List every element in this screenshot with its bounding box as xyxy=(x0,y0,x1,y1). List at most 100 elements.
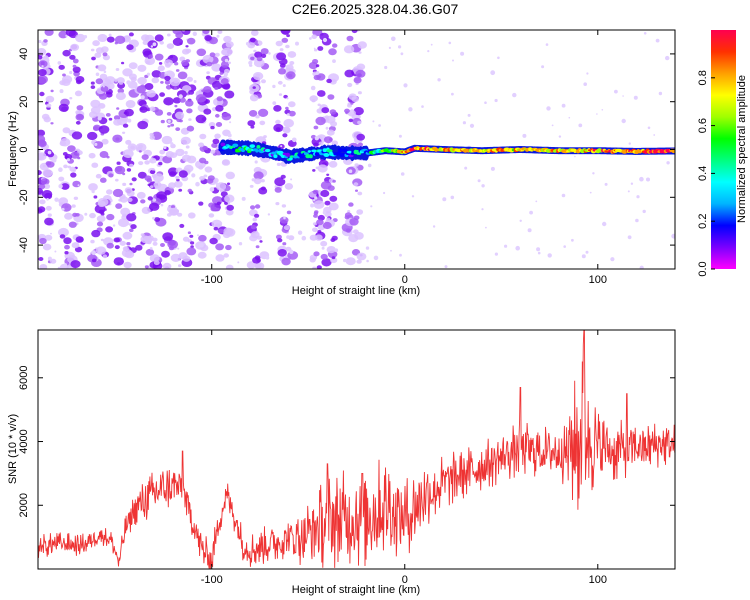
noise-blob xyxy=(211,219,223,229)
noise-speck xyxy=(229,121,232,124)
noise-blob xyxy=(65,30,76,37)
noise-blob xyxy=(178,170,188,178)
noise-blob xyxy=(126,44,134,51)
noise-speck xyxy=(58,167,63,172)
signal-point xyxy=(289,157,293,161)
noise-blob xyxy=(255,245,260,249)
y-tick-label: -20 xyxy=(18,189,30,205)
noise-blob xyxy=(172,37,183,47)
noise-speck xyxy=(268,52,271,55)
noise-speck xyxy=(635,218,639,223)
noise-speck xyxy=(54,250,57,253)
noise-speck xyxy=(527,228,532,233)
noise-speck xyxy=(602,221,607,227)
noise-speck xyxy=(152,216,155,220)
noise-blob xyxy=(122,149,134,159)
noise-speck xyxy=(286,97,289,100)
noise-blob xyxy=(162,262,172,269)
signal-point xyxy=(337,148,343,153)
noise-speck xyxy=(403,83,408,88)
noise-blob xyxy=(317,103,321,107)
noise-blob xyxy=(326,129,335,136)
noise-blob xyxy=(91,162,99,168)
noise-speck xyxy=(522,133,527,138)
noise-speck xyxy=(191,173,196,178)
noise-blob xyxy=(114,245,120,250)
noise-blob xyxy=(221,159,231,166)
noise-blob xyxy=(72,64,77,68)
noise-blob xyxy=(64,212,73,220)
noise-blob xyxy=(250,225,257,230)
noise-blob xyxy=(58,176,65,182)
noise-blob xyxy=(90,48,95,52)
x-tick-label: 100 xyxy=(589,574,607,586)
noise-speck xyxy=(286,113,290,116)
noise-blob xyxy=(59,138,71,147)
noise-speck xyxy=(282,84,286,88)
noise-speck xyxy=(289,249,294,254)
noise-speck xyxy=(485,226,487,229)
noise-blob xyxy=(185,48,192,54)
noise-blob xyxy=(149,169,156,175)
noise-blob xyxy=(326,217,331,221)
noise-blob xyxy=(209,52,216,57)
noise-blob xyxy=(58,227,69,237)
x-tick-label: 100 xyxy=(589,274,607,286)
noise-speck xyxy=(574,155,576,158)
noise-blob xyxy=(75,120,81,125)
signal-point xyxy=(309,154,313,159)
noise-blob xyxy=(317,214,325,221)
noise-blob xyxy=(249,37,256,43)
noise-blob xyxy=(351,30,358,34)
noise-speck xyxy=(367,163,372,168)
noise-blob xyxy=(117,88,125,94)
noise-blob xyxy=(41,190,53,199)
noise-speck xyxy=(477,179,481,183)
noise-blob xyxy=(95,47,104,54)
noise-blob xyxy=(106,242,114,249)
noise-blob xyxy=(141,206,151,214)
colorbar-tick-label: 0.6 xyxy=(697,118,709,133)
noise-blob xyxy=(170,123,175,127)
noise-blob xyxy=(168,182,176,189)
noise-blob xyxy=(135,244,143,251)
noise-blob xyxy=(348,118,354,123)
noise-blob xyxy=(42,165,46,168)
noise-blob xyxy=(119,196,129,203)
signal-point xyxy=(220,142,226,147)
noise-blob xyxy=(261,53,267,59)
spectrogram-marks xyxy=(38,30,675,269)
noise-blob xyxy=(320,253,328,260)
noise-blob xyxy=(281,257,291,266)
snr-series-line xyxy=(38,330,675,569)
noise-blob xyxy=(207,175,215,181)
noise-speck xyxy=(297,230,303,235)
noise-blob xyxy=(120,207,131,216)
noise-blob xyxy=(151,173,157,178)
signal-point xyxy=(356,152,362,155)
noise-speck xyxy=(312,199,316,202)
noise-speck xyxy=(47,256,52,261)
noise-blob xyxy=(217,228,224,234)
noise-blob xyxy=(189,234,194,238)
signal-point xyxy=(232,147,236,152)
noise-blob xyxy=(288,101,296,108)
noise-blob xyxy=(254,213,260,218)
noise-blob xyxy=(353,77,362,84)
noise-blob xyxy=(355,189,358,192)
noise-blob xyxy=(108,173,114,178)
noise-blob xyxy=(259,120,266,126)
noise-blob xyxy=(312,222,318,226)
noise-blob xyxy=(332,43,338,48)
noise-blob xyxy=(131,177,137,182)
noise-blob xyxy=(126,168,132,172)
noise-blob xyxy=(64,251,69,255)
noise-speck xyxy=(343,258,347,263)
noise-blob xyxy=(188,212,196,219)
noise-blob xyxy=(357,41,367,49)
noise-blob xyxy=(168,207,179,216)
noise-blob xyxy=(45,95,55,103)
noise-blob xyxy=(97,34,108,42)
noise-blob xyxy=(114,35,126,44)
noise-speck xyxy=(490,70,496,76)
